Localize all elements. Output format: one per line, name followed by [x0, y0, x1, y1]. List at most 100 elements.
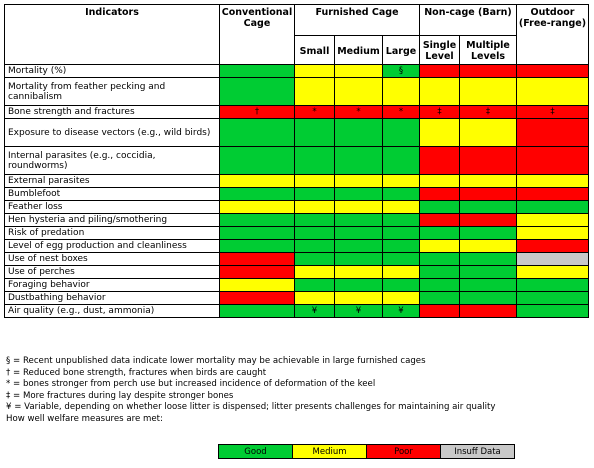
indicator-label: External parasites	[4, 174, 220, 188]
rating-cell: †	[219, 105, 295, 119]
header-small: Small	[294, 35, 335, 65]
legend-item-insuff-data: Insuff Data	[440, 444, 515, 459]
rating-cell	[516, 118, 589, 147]
rating-cell	[219, 252, 295, 266]
table-row: Use of nest boxes	[4, 252, 589, 266]
rating-cell	[382, 200, 420, 214]
rating-cell	[516, 200, 589, 214]
rating-cell	[219, 265, 295, 279]
rating-cell	[516, 146, 589, 175]
rating-cell	[219, 64, 295, 78]
rating-cell	[334, 174, 383, 188]
table-body: Mortality (%) § Mortality from feather pec…	[4, 64, 589, 318]
rating-cell	[294, 118, 335, 147]
rating-cell	[219, 187, 295, 201]
indicator-label: Mortality from feather pecking and canni…	[4, 77, 220, 106]
table-row: Level of egg production and cleanliness	[4, 239, 589, 253]
rating-cell	[334, 213, 383, 227]
rating-cell	[294, 146, 335, 175]
rating-cell	[516, 213, 589, 227]
indicator-label: Mortality (%)	[4, 64, 220, 78]
rating-cell	[294, 77, 335, 106]
rating-cell	[294, 265, 335, 279]
rating-cell	[419, 174, 460, 188]
rating-cell	[219, 278, 295, 292]
rating-cell	[219, 118, 295, 147]
rating-cell	[382, 226, 420, 240]
rating-cell	[516, 239, 589, 253]
footnote: How well welfare measures are met:	[6, 413, 163, 424]
rating-cell	[459, 187, 517, 201]
rating-cell	[419, 77, 460, 106]
footnote: ‡ = More fractures during lay despite st…	[6, 390, 234, 401]
rating-cell	[294, 200, 335, 214]
rating-cell	[294, 291, 335, 305]
indicator-label: Bumblefoot	[4, 187, 220, 201]
rating-cell: ‡	[516, 105, 589, 119]
header-medium: Medium	[334, 35, 383, 65]
rating-cell	[459, 291, 517, 305]
rating-cell	[459, 64, 517, 78]
rating-cell: ‡	[419, 105, 460, 119]
rating-cell	[459, 278, 517, 292]
rating-cell	[459, 146, 517, 175]
rating-cell	[419, 252, 460, 266]
rating-cell	[382, 118, 420, 147]
table-row: Exposure to disease vectors (e.g., wild …	[4, 118, 589, 147]
rating-cell	[419, 278, 460, 292]
indicator-label: Foraging behavior	[4, 278, 220, 292]
rating-cell	[219, 304, 295, 318]
rating-cell	[419, 213, 460, 227]
header-non-cage: Non-cage (Barn)	[419, 4, 517, 36]
table-row: Internal parasites (e.g., coccidia, roun…	[4, 146, 589, 175]
rating-cell	[459, 304, 517, 318]
rating-cell	[334, 265, 383, 279]
header-large: Large	[382, 35, 420, 65]
rating-cell	[219, 239, 295, 253]
footnote: † = Reduced bone strength, fractures whe…	[6, 367, 267, 378]
rating-cell	[294, 278, 335, 292]
rating-cell	[334, 118, 383, 147]
table-row: Dustbathing behavior	[4, 291, 589, 305]
indicator-label: Level of egg production and cleanliness	[4, 239, 220, 253]
rating-cell	[382, 239, 420, 253]
rating-cell	[516, 278, 589, 292]
indicator-label: Risk of predation	[4, 226, 220, 240]
rating-cell	[419, 118, 460, 147]
table-row: Bumblefoot	[4, 187, 589, 201]
rating-cell	[294, 213, 335, 227]
rating-cell	[334, 200, 383, 214]
indicator-label: Air quality (e.g., dust, ammonia)	[4, 304, 220, 318]
rating-cell	[219, 77, 295, 106]
welfare-comparison-table: Indicators Conventional Cage Furnished C…	[4, 4, 589, 318]
rating-cell	[294, 239, 335, 253]
rating-cell	[334, 77, 383, 106]
rating-cell	[516, 187, 589, 201]
rating-cell	[419, 64, 460, 78]
rating-cell	[419, 265, 460, 279]
rating-cell	[516, 291, 589, 305]
legend: Good Medium Poor Insuff Data	[218, 444, 515, 459]
rating-cell	[419, 200, 460, 214]
table-row: Use of perches	[4, 265, 589, 279]
header-furnished-cage: Furnished Cage	[294, 4, 420, 36]
rating-cell	[382, 146, 420, 175]
rating-cell	[459, 118, 517, 147]
table-row: Risk of predation	[4, 226, 589, 240]
rating-cell	[334, 64, 383, 78]
rating-cell	[382, 265, 420, 279]
rating-cell	[334, 291, 383, 305]
rating-cell	[419, 226, 460, 240]
rating-cell: *	[334, 105, 383, 119]
rating-cell	[516, 174, 589, 188]
rating-cell	[459, 265, 517, 279]
rating-cell: *	[294, 105, 335, 119]
rating-cell	[419, 239, 460, 253]
rating-cell	[294, 226, 335, 240]
rating-cell	[334, 239, 383, 253]
rating-cell	[219, 226, 295, 240]
rating-cell: ¥	[334, 304, 383, 318]
footnote: § = Recent unpublished data indicate low…	[6, 356, 426, 366]
table-row: Mortality (%) §	[4, 64, 589, 78]
